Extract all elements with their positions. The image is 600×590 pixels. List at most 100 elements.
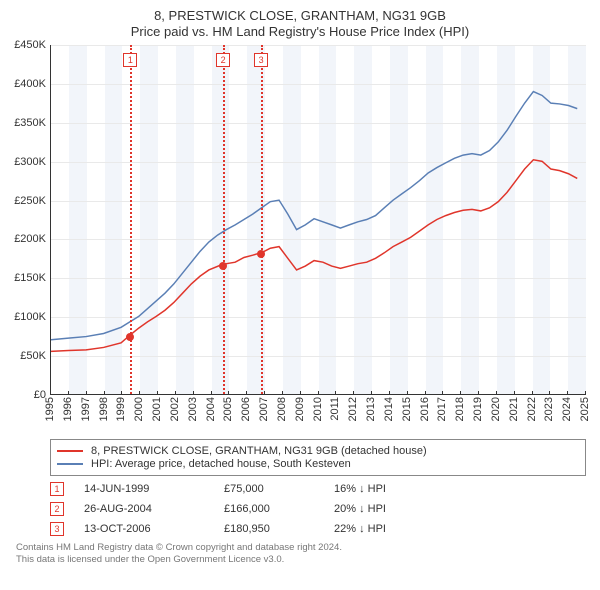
x-tick-label: 2003 <box>187 397 199 421</box>
x-tick-label: 2022 <box>526 397 538 421</box>
attribution-line2: This data is licensed under the Open Gov… <box>16 554 586 566</box>
titles: 8, PRESTWICK CLOSE, GRANTHAM, NG31 9GB P… <box>8 8 592 39</box>
y-tick-label: £100K <box>14 311 46 323</box>
x-tick <box>335 391 336 395</box>
x-tick <box>478 391 479 395</box>
sale-marker-box: 3 <box>254 53 268 67</box>
x-tick-label: 2002 <box>169 397 181 421</box>
sales-list: 114-JUN-1999£75,00016% ↓ HPI226-AUG-2004… <box>50 482 586 536</box>
x-tick-label: 2009 <box>294 397 306 421</box>
x-tick <box>68 391 69 395</box>
x-tick-label: 2017 <box>436 397 448 421</box>
x-tick-label: 2004 <box>205 397 217 421</box>
x-tick-label: 1999 <box>115 397 127 421</box>
sale-row: 2 26-AUG-2004 £166,000 20% ↓ HPI <box>50 502 586 516</box>
sale-marker-box: 1 <box>123 53 137 67</box>
y-tick-label: £300K <box>14 156 46 168</box>
x-tick-label: 2008 <box>276 397 288 421</box>
sale-dot <box>126 333 134 341</box>
x-tick-label: 2013 <box>365 397 377 421</box>
x-tick-label: 2015 <box>401 397 413 421</box>
attribution: Contains HM Land Registry data © Crown c… <box>16 542 586 566</box>
x-tick <box>514 391 515 395</box>
sale-marker-box: 2 <box>216 53 230 67</box>
x-tick-label: 2005 <box>222 397 234 421</box>
sale-row-diff: 16% ↓ HPI <box>334 483 444 495</box>
x-tick <box>139 391 140 395</box>
x-tick-label: 2012 <box>347 397 359 421</box>
legend-label: 8, PRESTWICK CLOSE, GRANTHAM, NG31 9GB (… <box>91 445 427 457</box>
sale-row-diff: 22% ↓ HPI <box>334 523 444 535</box>
chart-plot: 1 2 3 <box>50 45 586 395</box>
x-tick-label: 2007 <box>258 397 270 421</box>
x-tick <box>264 391 265 395</box>
sale-dot <box>257 250 265 258</box>
legend-label: HPI: Average price, detached house, Sout… <box>91 458 351 470</box>
x-tick-label: 2018 <box>454 397 466 421</box>
x-tick-label: 2006 <box>240 397 252 421</box>
x-tick-label: 2023 <box>543 397 555 421</box>
x-tick <box>585 391 586 395</box>
x-tick-label: 1996 <box>62 397 74 421</box>
title-address: 8, PRESTWICK CLOSE, GRANTHAM, NG31 9GB <box>8 8 592 23</box>
attribution-line1: Contains HM Land Registry data © Crown c… <box>16 542 586 554</box>
x-tick-label: 2016 <box>419 397 431 421</box>
sale-row: 114-JUN-1999£75,00016% ↓ HPI <box>50 482 586 496</box>
sale-row-num: 3 <box>50 522 64 536</box>
y-tick-label: £50K <box>20 350 46 362</box>
x-tick <box>175 391 176 395</box>
x-tick-label: 1998 <box>98 397 110 421</box>
x-tick <box>211 391 212 395</box>
x-tick-label: 2011 <box>329 397 341 421</box>
x-tick <box>496 391 497 395</box>
x-tick-label: 1997 <box>80 397 92 421</box>
legend-swatch <box>57 450 83 452</box>
legend-row: 8, PRESTWICK CLOSE, GRANTHAM, NG31 9GB (… <box>57 445 579 457</box>
x-tick <box>282 391 283 395</box>
x-tick <box>442 391 443 395</box>
sale-vline <box>130 45 132 394</box>
x-tick <box>549 391 550 395</box>
x-tick <box>407 391 408 395</box>
x-tick <box>567 391 568 395</box>
x-tick-label: 2014 <box>383 397 395 421</box>
sale-row-diff: 20% ↓ HPI <box>334 503 444 515</box>
y-tick-label: £400K <box>14 78 46 90</box>
x-tick <box>86 391 87 395</box>
legend-box: 8, PRESTWICK CLOSE, GRANTHAM, NG31 9GB (… <box>50 439 586 476</box>
x-tick <box>425 391 426 395</box>
sale-row-num: 1 <box>50 482 64 496</box>
legend-swatch <box>57 463 83 465</box>
sale-row-date: 13-OCT-2006 <box>84 523 204 535</box>
x-tick-label: 2024 <box>561 397 573 421</box>
x-tick-label: 2019 <box>472 397 484 421</box>
y-tick-label: £350K <box>14 117 46 129</box>
x-tick <box>228 391 229 395</box>
sale-row-date: 26-AUG-2004 <box>84 503 204 515</box>
x-tick-label: 2000 <box>133 397 145 421</box>
x-tick <box>104 391 105 395</box>
x-tick-label: 2025 <box>579 397 591 421</box>
x-tick <box>157 391 158 395</box>
x-tick <box>460 391 461 395</box>
sale-row-price: £166,000 <box>224 503 314 515</box>
sale-vline <box>223 45 225 394</box>
x-axis-labels: 1995199619971998199920002001200220032004… <box>50 395 586 435</box>
x-tick <box>246 391 247 395</box>
sale-dot <box>219 262 227 270</box>
x-tick-label: 2020 <box>490 397 502 421</box>
x-tick <box>353 391 354 395</box>
sale-row-price: £75,000 <box>224 483 314 495</box>
x-tick <box>300 391 301 395</box>
x-tick <box>50 391 51 395</box>
y-tick-label: £200K <box>14 233 46 245</box>
x-tick-label: 2021 <box>508 397 520 421</box>
sale-row-num: 2 <box>50 502 64 516</box>
sale-row-price: £180,950 <box>224 523 314 535</box>
x-tick <box>371 391 372 395</box>
y-axis-labels: £0£50K£100K£150K£200K£250K£300K£350K£400… <box>8 45 48 395</box>
y-tick-label: £150K <box>14 272 46 284</box>
chart-container: 8, PRESTWICK CLOSE, GRANTHAM, NG31 9GB P… <box>0 0 600 590</box>
sale-vline <box>261 45 263 394</box>
y-tick-label: £250K <box>14 195 46 207</box>
